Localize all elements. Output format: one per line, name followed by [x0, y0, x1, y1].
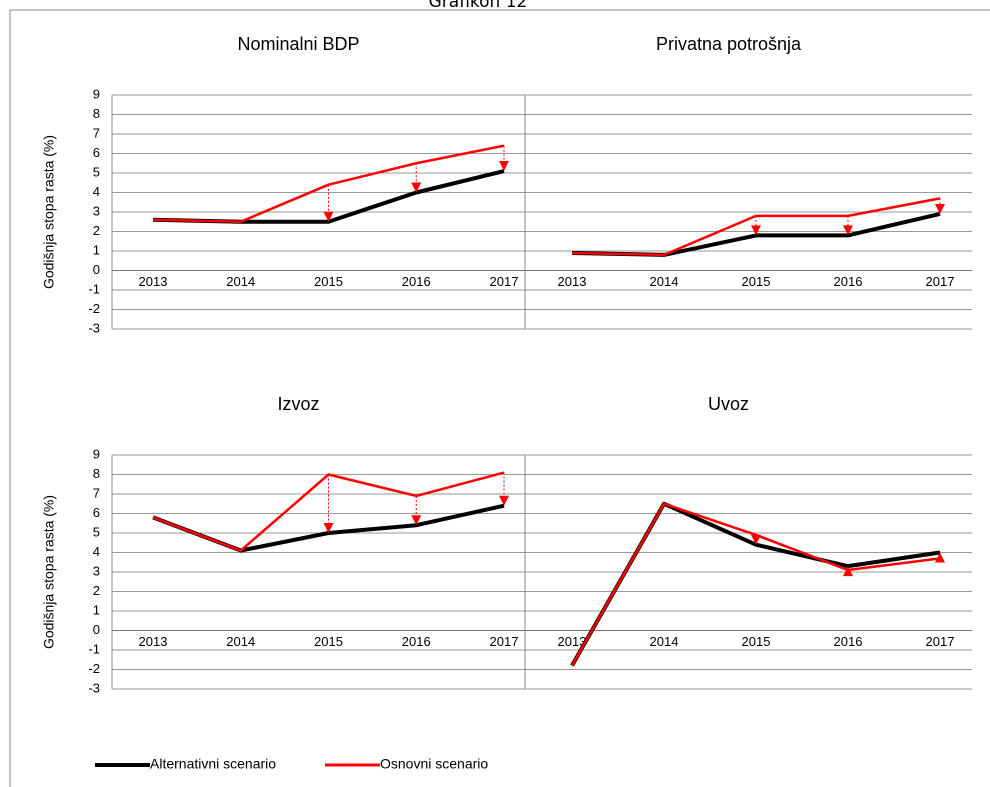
y-tick-label: -1: [88, 641, 100, 656]
x-tick-label: 2015: [314, 634, 343, 649]
chart-title: Uvoz: [708, 394, 749, 414]
arrow-head: [843, 566, 853, 577]
y-tick-label: -3: [88, 320, 100, 335]
y-tick-label: 4: [93, 544, 100, 559]
y-tick-label: 5: [93, 524, 100, 539]
arrow-head: [751, 534, 761, 545]
y-tick-label: 6: [93, 145, 100, 160]
y-axis-label: Godišnja stopa rasta (%): [41, 135, 57, 289]
x-tick-label: 2015: [314, 274, 343, 289]
arrow: [843, 215, 853, 236]
arrow-head: [935, 203, 945, 214]
y-tick-label: 7: [93, 125, 100, 140]
arrow: [323, 184, 334, 222]
chart-title: Izvoz: [277, 394, 319, 414]
arrow: [411, 495, 422, 526]
x-tick-label: 2013: [558, 274, 587, 289]
x-tick-label: 2014: [226, 274, 255, 289]
x-tick-label: 2014: [650, 274, 679, 289]
arrow: [843, 566, 853, 577]
x-tick-label: 2013: [139, 274, 168, 289]
x-tick-label: 2014: [650, 634, 679, 649]
y-tick-label: -1: [88, 281, 100, 296]
y-tick-label: 1: [93, 602, 100, 617]
y-tick-label: 8: [93, 466, 100, 481]
y-tick-label: 4: [93, 184, 100, 199]
x-tick-label: 2017: [490, 274, 519, 289]
x-tick-label: 2013: [139, 634, 168, 649]
x-tick-label: 2016: [402, 634, 431, 649]
x-tick-label: 2015: [742, 274, 771, 289]
legend-label: Osnovni scenario: [380, 756, 488, 772]
arrow: [751, 534, 761, 545]
arrow: [499, 472, 509, 506]
y-tick-label: 3: [93, 203, 100, 218]
y-tick-label: 6: [93, 505, 100, 520]
y-tick-label: 0: [93, 622, 100, 637]
x-tick-label: 2014: [226, 634, 255, 649]
x-tick-label: 2017: [926, 274, 955, 289]
x-tick-label: 2017: [926, 634, 955, 649]
x-tick-label: 2016: [402, 274, 431, 289]
chart-title: Nominalni BDP: [237, 34, 359, 54]
y-axis-label: Godišnja stopa rasta (%): [41, 495, 57, 649]
x-tick-label: 2016: [834, 274, 863, 289]
x-tick-label: 2017: [490, 634, 519, 649]
y-tick-label: 2: [93, 223, 100, 238]
arrow: [751, 215, 761, 236]
y-tick-label: 9: [93, 446, 100, 461]
arrow: [323, 474, 334, 533]
y-tick-label: -2: [88, 661, 100, 676]
arrow-head: [499, 161, 509, 172]
y-tick-label: -2: [88, 301, 100, 316]
arrow-head: [499, 495, 509, 506]
y-tick-label: -3: [88, 680, 100, 695]
x-tick-label: 2013: [558, 634, 587, 649]
y-tick-label: 1: [93, 242, 100, 257]
legend-label: Alternativni scenario: [150, 756, 276, 772]
arrow-head: [323, 211, 334, 222]
x-tick-label: 2015: [742, 634, 771, 649]
x-tick-label: 2016: [834, 634, 863, 649]
arrow: [935, 198, 945, 214]
arrow-head: [843, 225, 853, 236]
arrow: [499, 145, 509, 172]
y-tick-label: 3: [93, 563, 100, 578]
y-tick-label: 0: [93, 262, 100, 277]
y-tick-label: 9: [93, 86, 100, 101]
y-tick-label: 7: [93, 485, 100, 500]
arrow-head: [411, 182, 422, 193]
arrow-head: [323, 523, 334, 533]
y-tick-label: 8: [93, 106, 100, 121]
arrow: [411, 163, 422, 193]
chart-title: Privatna potrošnja: [656, 34, 802, 54]
arrow-head: [935, 552, 945, 563]
arrow: [935, 552, 945, 563]
y-tick-label: 5: [93, 164, 100, 179]
y-tick-label: 2: [93, 583, 100, 598]
arrow-head: [751, 225, 761, 236]
arrow-head: [411, 515, 422, 526]
header: Grafikon 12: [429, 0, 528, 12]
